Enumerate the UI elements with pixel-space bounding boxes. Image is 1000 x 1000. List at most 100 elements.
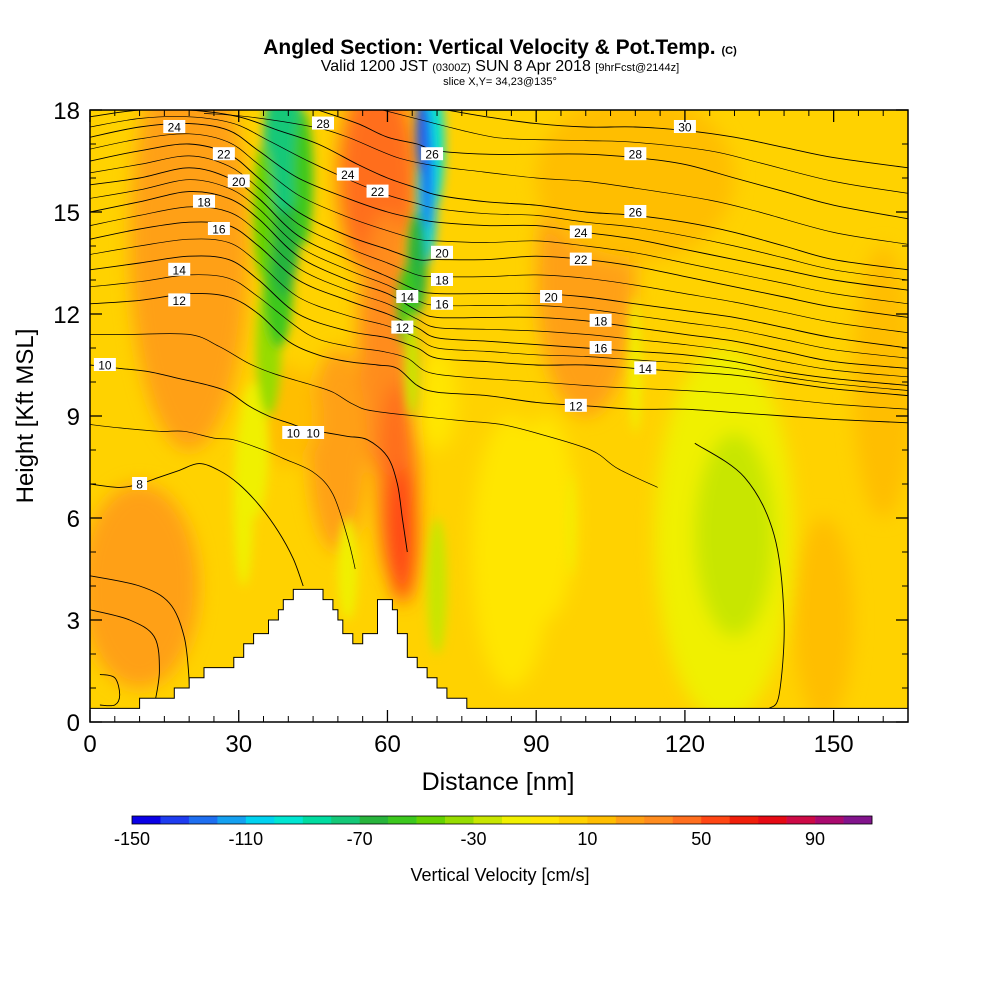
contour-label: 18 <box>594 314 608 328</box>
slice-info: slice X,Y= 34,23@135° <box>443 76 557 88</box>
contour-intermediate <box>90 238 908 391</box>
contour-label-bg <box>366 184 389 198</box>
contour-label: 20 <box>435 246 449 260</box>
contour-label: 20 <box>232 175 246 189</box>
valid-date: SUN 8 Apr 2018 <box>475 58 591 75</box>
valid-time: Valid 1200 JST <box>320 58 428 75</box>
y-tick-label: 3 <box>67 608 80 635</box>
colorbar-swatch <box>245 816 275 824</box>
colorbar-swatch <box>815 816 844 824</box>
contour-label-bg <box>540 290 563 303</box>
contour-label-bg <box>396 290 419 303</box>
contour-label-bg <box>132 477 148 490</box>
contour-intermediate <box>382 110 908 194</box>
contour-label-bg <box>336 167 359 181</box>
contour-label: 28 <box>316 117 330 131</box>
colorbar-swatch <box>217 816 247 824</box>
contour-label: 12 <box>569 399 583 413</box>
contour-label: 8 <box>136 478 143 492</box>
contour-low <box>99 673 121 707</box>
contour-18 <box>90 191 908 369</box>
contour-label: 16 <box>212 223 226 237</box>
plot-area <box>90 110 908 722</box>
colorbar-swatch <box>587 816 617 824</box>
y-tick-label: 15 <box>53 200 80 227</box>
colorbar: -150 -110 -70 -30 10 50 90 <box>114 815 873 849</box>
colorbar-swatch <box>473 816 503 824</box>
x-tick-label: 150 <box>814 731 854 758</box>
contour-label: 14 <box>639 362 653 376</box>
contour-label-bg <box>624 205 647 218</box>
contour-label-bg <box>421 147 444 161</box>
forecast-tag: [9hrFcst@2144z] <box>595 62 680 74</box>
x-tick-label: 90 <box>523 731 550 758</box>
contour-label-bg <box>227 174 250 188</box>
colorbar-swatch <box>758 816 787 824</box>
colorbar-swatch <box>615 816 645 824</box>
contour-label-bg <box>564 398 587 412</box>
contour-label-bg <box>168 262 191 276</box>
colorbar-swatch <box>416 816 446 824</box>
contour-intermediate <box>90 133 908 305</box>
colorbar-swatch <box>359 816 389 824</box>
contour-label: 20 <box>544 291 558 305</box>
x-axis-label: Distance [nm] <box>422 768 575 796</box>
colorbar-swatch <box>388 816 417 824</box>
contour-label: 24 <box>574 226 588 240</box>
contour-label-bg <box>302 426 325 439</box>
colorbar-swatch <box>644 816 674 824</box>
terrain <box>90 588 908 722</box>
colorbar-swatch <box>786 816 816 824</box>
contour-label-bg <box>282 426 305 439</box>
colorbar-swatch <box>729 816 759 824</box>
contour-label: 10 <box>98 359 112 373</box>
contour-label-bg <box>624 147 647 161</box>
contour-label: 18 <box>435 274 449 288</box>
contour-label-bg <box>589 313 612 327</box>
contour-label-bg <box>569 225 592 239</box>
colorbar-tick-label: 10 <box>577 829 597 849</box>
contour-label: 22 <box>574 253 588 267</box>
x-tick-label: 30 <box>225 731 252 758</box>
contour-12 <box>90 292 908 424</box>
contour-label-bg <box>391 320 414 334</box>
contour-low <box>694 442 785 709</box>
contour-24 <box>90 123 908 291</box>
contour-30 <box>446 110 908 169</box>
colorbar-swatch <box>701 816 730 824</box>
contour-label-bg <box>634 361 657 375</box>
contour-label: 30 <box>678 121 692 135</box>
colorbar-swatch <box>502 816 531 824</box>
contour-label-bg <box>207 222 230 235</box>
y-tick-label: 9 <box>67 404 80 431</box>
y-tick-label: 0 <box>67 710 80 737</box>
contour-28 <box>317 110 908 220</box>
y-tick-label: 12 <box>53 302 80 329</box>
colorbar-label: Vertical Velocity [cm/s] <box>410 865 589 885</box>
colorbar-tick-label: 50 <box>691 829 711 849</box>
contour-low <box>90 609 160 706</box>
contour-label: 28 <box>629 148 643 162</box>
contour-label-bg <box>163 120 186 133</box>
title-mark: (C) <box>721 45 737 57</box>
colorbar-swatch <box>188 816 218 824</box>
contour-intermediate <box>90 206 908 378</box>
contour-label-bg <box>673 120 696 133</box>
colorbar-swatch <box>302 816 332 824</box>
contour-label-bg <box>430 245 453 259</box>
contour-label-bg <box>569 252 592 266</box>
colorbar-swatch <box>132 816 161 824</box>
colorbar-tick-label: -110 <box>228 829 263 849</box>
contour-label: 14 <box>173 263 187 277</box>
contour-label-bg <box>589 341 612 354</box>
contour-label-bg <box>212 147 235 161</box>
contour-labels: 8101214161820222426283024222018161412101… <box>93 116 696 492</box>
colorbar-frame <box>131 815 873 825</box>
contour-label: 12 <box>396 321 410 335</box>
x-tick-label: 0 <box>83 731 96 758</box>
y-tick-label: 18 <box>53 98 80 125</box>
contour-label: 26 <box>425 148 439 162</box>
title-text: Angled Section: Vertical Velocity & Pot.… <box>263 36 716 59</box>
contour-label: 16 <box>435 297 449 311</box>
